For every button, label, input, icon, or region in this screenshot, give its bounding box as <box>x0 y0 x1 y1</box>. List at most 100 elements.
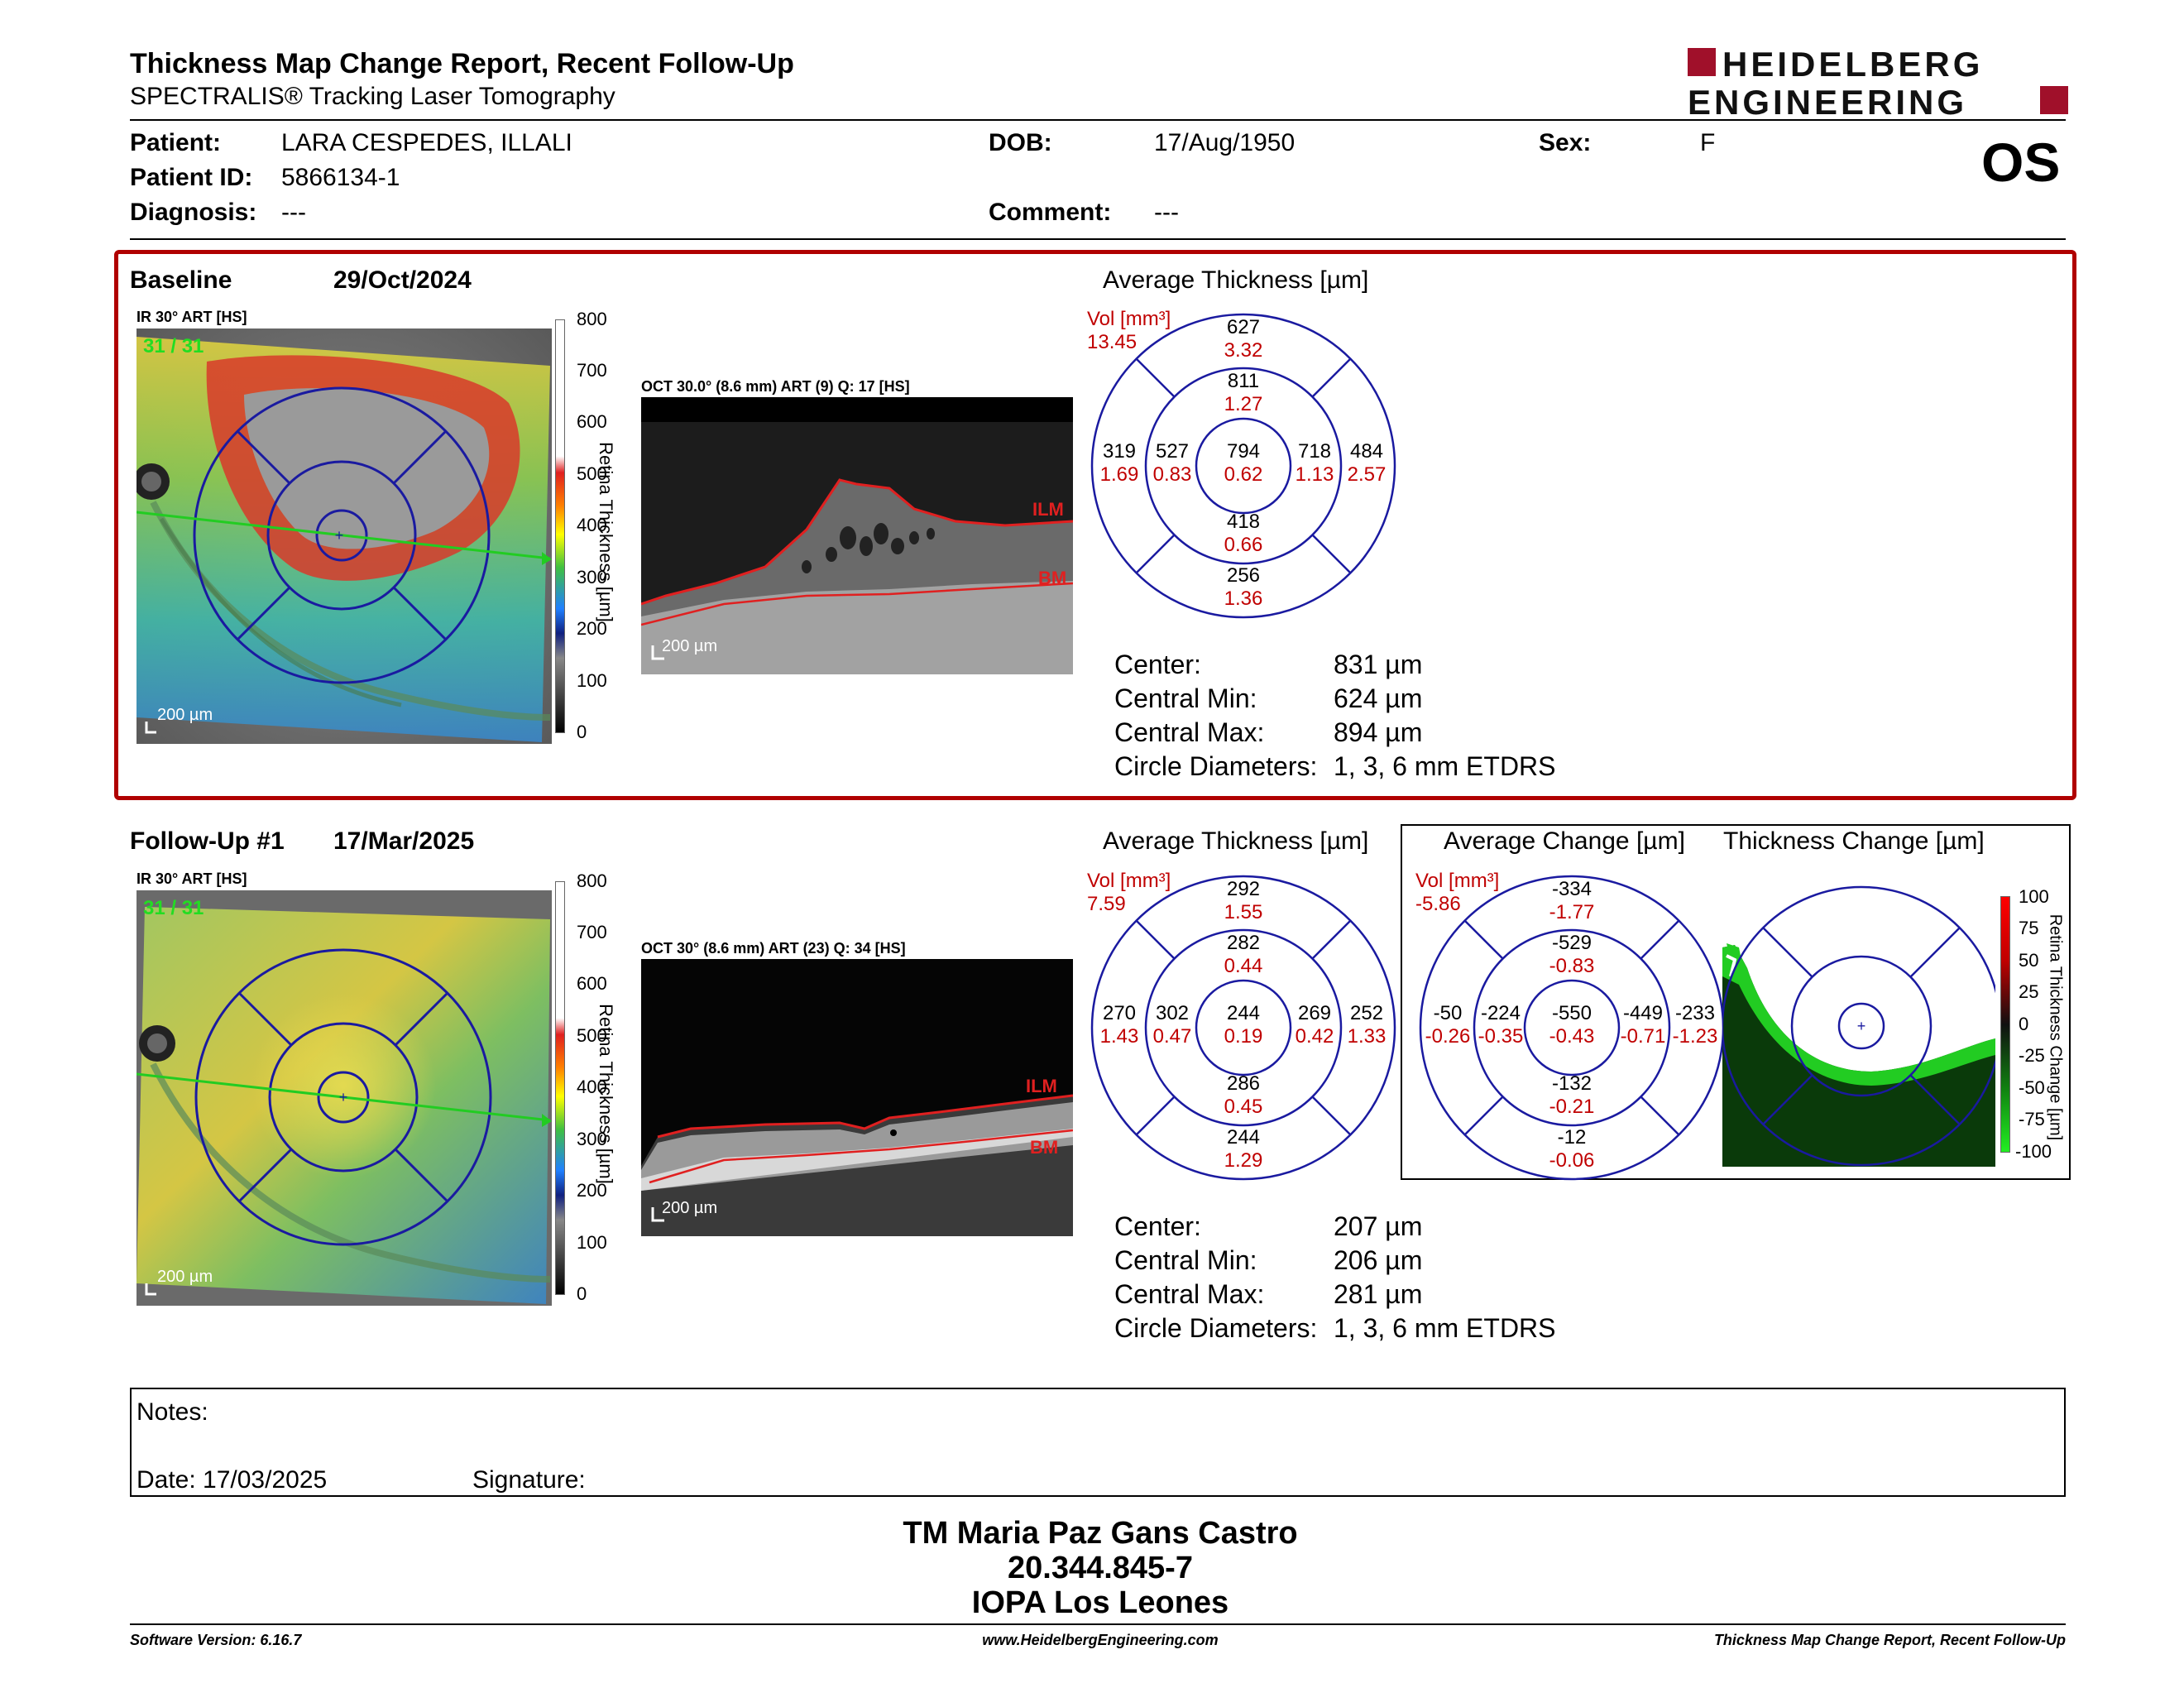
baseline-oct-scale: 200 µm <box>662 637 718 655</box>
followup-diam-label: Circle Diameters: <box>1114 1313 1318 1343</box>
tick-600: 600 <box>577 973 607 994</box>
etdrs-outer-tmp: 270 <box>1102 1002 1137 1024</box>
tick-400: 400 <box>577 515 607 535</box>
followup-colorbar-label: Retina Thickness [µm] <box>596 1004 616 1184</box>
etdrs-inner-tmp: 527 <box>1155 440 1190 463</box>
signer-name: TM Maria Paz Gans Castro <box>903 1516 1298 1551</box>
change-inner-sup-vol: -0.83 <box>1549 955 1595 977</box>
change-outer-inf-vol: -0.06 <box>1549 1149 1595 1172</box>
etdrs-inner-nas: 718 <box>1297 440 1332 463</box>
tick-50: 50 <box>2019 950 2039 971</box>
tick-500: 500 <box>577 463 607 484</box>
signer-id: 20.344.845-7 <box>1008 1551 1193 1585</box>
followup-center-label: Center: <box>1114 1211 1201 1241</box>
change-outer-sup: -334 <box>1551 878 1592 900</box>
baseline-min-label: Central Min: <box>1114 683 1257 713</box>
etdrs-inner-inf-vol: 0.45 <box>1224 1096 1263 1118</box>
patient-id-label: Patient ID: <box>130 164 253 191</box>
baseline-vol-label: Vol [mm³] <box>1087 308 1171 330</box>
followup-min-value: 206 µm <box>1334 1245 1423 1275</box>
baseline-oct-scan <box>640 397 1074 674</box>
etdrs-inner-inf: 418 <box>1226 511 1261 533</box>
tick-200: 200 <box>577 618 607 639</box>
followup-max-label: Central Max: <box>1114 1279 1265 1309</box>
followup-vol-value: 7.59 <box>1087 893 1126 915</box>
sex-value: F <box>1700 129 1716 156</box>
dob-value: 17/Aug/1950 <box>1154 129 1296 156</box>
etdrs-outer-tmp-vol: 1.43 <box>1099 1025 1139 1048</box>
tick-25: 25 <box>2019 981 2039 1002</box>
tick-700: 700 <box>577 360 607 381</box>
etdrs-center: 244 <box>1226 1002 1261 1024</box>
comment-label: Comment: <box>989 199 1112 226</box>
diagnosis-label: Diagnosis: <box>130 199 257 226</box>
change-colorbar <box>2000 896 2010 1153</box>
report-title: Thickness Map Change Report, Recent Foll… <box>130 48 794 79</box>
change-outer-nas: -233 <box>1674 1002 1716 1024</box>
followup-etdrs-grid <box>1090 875 1396 1181</box>
followup-oct-scan <box>641 959 1074 1236</box>
eye-label: OS <box>1981 132 2061 193</box>
followup-oct-scale: 200 µm <box>662 1199 718 1217</box>
followup-avg-title: Average Thickness [µm] <box>1103 827 1369 855</box>
etdrs-inner-inf: 286 <box>1226 1072 1261 1095</box>
baseline-thickness-map: + <box>133 328 552 744</box>
tick-400: 400 <box>577 1077 607 1097</box>
baseline-label: Baseline <box>130 266 232 294</box>
tick-100: 100 <box>577 670 607 691</box>
change-inner-sup: -529 <box>1551 932 1592 954</box>
change-outer-nas-vol: -1.23 <box>1672 1025 1718 1048</box>
baseline-center-value: 831 µm <box>1334 650 1423 679</box>
change-inner-inf: -132 <box>1551 1072 1592 1095</box>
baseline-bm-label: BM <box>1038 568 1067 588</box>
tick-minus-50: -50 <box>2019 1077 2045 1098</box>
svg-text:+: + <box>335 527 344 544</box>
change-inner-inf-vol: -0.21 <box>1549 1096 1595 1118</box>
etdrs-outer-nas: 252 <box>1349 1002 1384 1024</box>
change-center-vol: -0.43 <box>1549 1025 1595 1048</box>
dob-label: DOB: <box>989 129 1052 156</box>
patient-id: 5866134-1 <box>281 164 400 191</box>
tick-75: 75 <box>2019 918 2039 938</box>
tick-300: 300 <box>577 567 607 587</box>
change-colorbar-label: Retina Thickness Change [µm] <box>2046 914 2065 1141</box>
baseline-ir-overlay: 31 / 31 <box>143 335 204 357</box>
logo-text-1: HEIDELBERG <box>1722 46 1983 84</box>
change-center: -550 <box>1551 1002 1592 1024</box>
change-outer-inf: -12 <box>1557 1126 1587 1149</box>
tick-800: 800 <box>577 870 607 891</box>
etdrs-outer-nas: 484 <box>1349 440 1384 463</box>
etdrs-inner-sup-vol: 1.27 <box>1224 393 1263 415</box>
svg-text:+: + <box>1857 1018 1866 1034</box>
footer-url[interactable]: www.HeidelbergEngineering.com <box>982 1632 1219 1648</box>
change-inner-nas: -449 <box>1622 1002 1664 1024</box>
etdrs-inner-tmp: 302 <box>1155 1002 1190 1024</box>
change-panel <box>1401 824 2071 1180</box>
footer-report: Thickness Map Change Report, Recent Foll… <box>1713 1632 2066 1648</box>
etdrs-outer-inf: 244 <box>1226 1126 1261 1149</box>
tick-500: 500 <box>577 1025 607 1046</box>
baseline-avg-title: Average Thickness [µm] <box>1103 266 1369 294</box>
tick-800: 800 <box>577 309 607 329</box>
change-inner-tmp: -224 <box>1480 1002 1521 1024</box>
followup-ilm-label: ILM <box>1026 1076 1057 1096</box>
baseline-diam-label: Circle Diameters: <box>1114 751 1318 781</box>
tick-0: 0 <box>2019 1014 2029 1034</box>
sex-label: Sex: <box>1539 129 1592 156</box>
etdrs-outer-nas-vol: 1.33 <box>1347 1025 1387 1048</box>
diagnosis-value: --- <box>281 199 306 226</box>
change-outer-sup-vol: -1.77 <box>1549 901 1595 923</box>
etdrs-outer-tmp: 319 <box>1102 440 1137 463</box>
etdrs-outer-inf-vol: 1.36 <box>1224 587 1263 610</box>
baseline-colorbar <box>555 319 565 733</box>
baseline-max-label: Central Max: <box>1114 717 1265 747</box>
tick-700: 700 <box>577 922 607 942</box>
followup-oct-label: OCT 30° (8.6 mm) ART (23) Q: 34 [HS] <box>641 940 906 957</box>
notes-label: Notes: <box>136 1398 208 1426</box>
etdrs-inner-tmp-vol: 0.83 <box>1152 463 1192 486</box>
etdrs-outer-inf: 256 <box>1226 564 1261 587</box>
baseline-center-label: Center: <box>1114 650 1201 679</box>
signature-label: Signature: <box>472 1466 586 1494</box>
followup-max-value: 281 µm <box>1334 1279 1423 1309</box>
etdrs-inner-nas-vol: 0.42 <box>1295 1025 1334 1048</box>
